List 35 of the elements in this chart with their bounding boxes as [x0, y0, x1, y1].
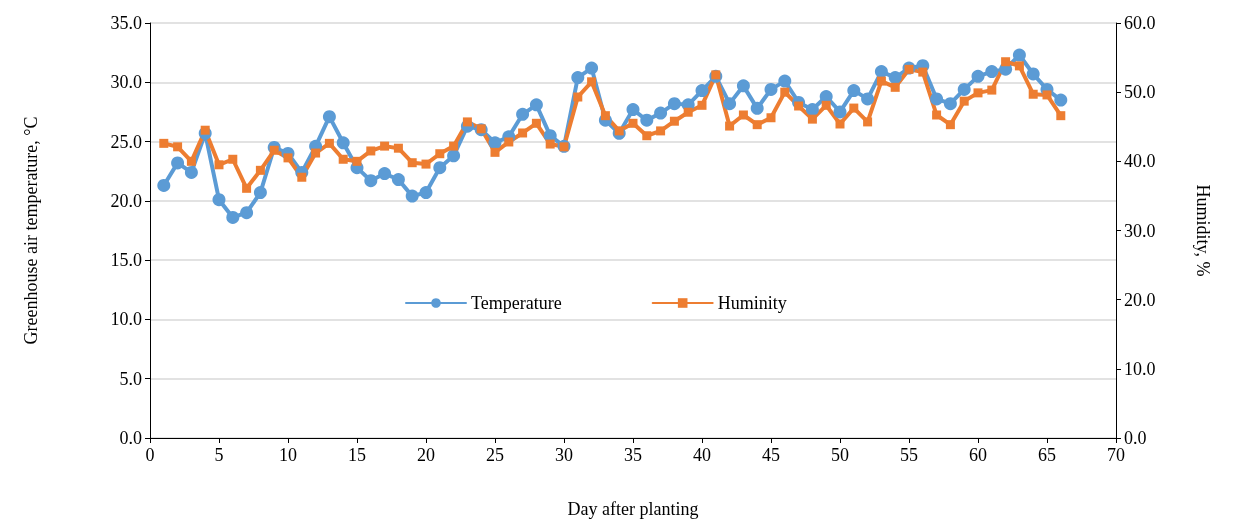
x-tick-label: 50: [831, 445, 849, 465]
y-tick-label: 20.0: [110, 190, 142, 211]
x-tick-label: 60: [969, 445, 987, 465]
x-tick-label: 15: [348, 445, 366, 465]
x-tick-label: 65: [1038, 445, 1056, 465]
y-axis-title: Greenhouse air temperature, °C: [21, 116, 41, 345]
x-tick-label: 55: [900, 445, 918, 465]
y-tick-label: 5.0: [119, 368, 142, 389]
y-tick-label: 15.0: [110, 250, 142, 271]
x-tick-label: 35: [624, 445, 642, 465]
y2-tick-label: 50.0: [1124, 82, 1156, 103]
x-tick-label: 0: [145, 445, 155, 465]
y2-tick-label: 30.0: [1124, 220, 1156, 241]
y-tick-label: 10.0: [110, 309, 142, 330]
x-tick-label: 40: [693, 445, 711, 465]
y2-tick-label: 20.0: [1124, 289, 1156, 310]
y-tick-label: 35.0: [110, 13, 142, 33]
x-tick-label: 25: [486, 445, 504, 465]
y2-axis-title: Humidity, %: [1193, 184, 1213, 277]
x-tick-label: 45: [762, 445, 780, 465]
y2-tick-label: 0.0: [1124, 428, 1147, 448]
legend-label: Temperature: [471, 293, 562, 313]
y2-tick-label: 40.0: [1124, 151, 1156, 172]
x-tick-label: 10: [279, 445, 297, 465]
legend-label: Huminity: [717, 293, 787, 313]
y-tick-label: 30.0: [110, 72, 142, 93]
y-tick-label: 0.0: [119, 428, 142, 448]
x-tick-label: 70: [1107, 445, 1125, 465]
x-axis-title: Day after planting: [567, 499, 699, 519]
y-tick-label: 25.0: [110, 131, 142, 152]
x-tick-label: 5: [214, 445, 224, 465]
y2-tick-label: 60.0: [1124, 13, 1156, 33]
x-tick-label: 20: [417, 445, 435, 465]
x-tick-label: 30: [555, 445, 573, 465]
y2-tick-label: 10.0: [1124, 358, 1156, 379]
